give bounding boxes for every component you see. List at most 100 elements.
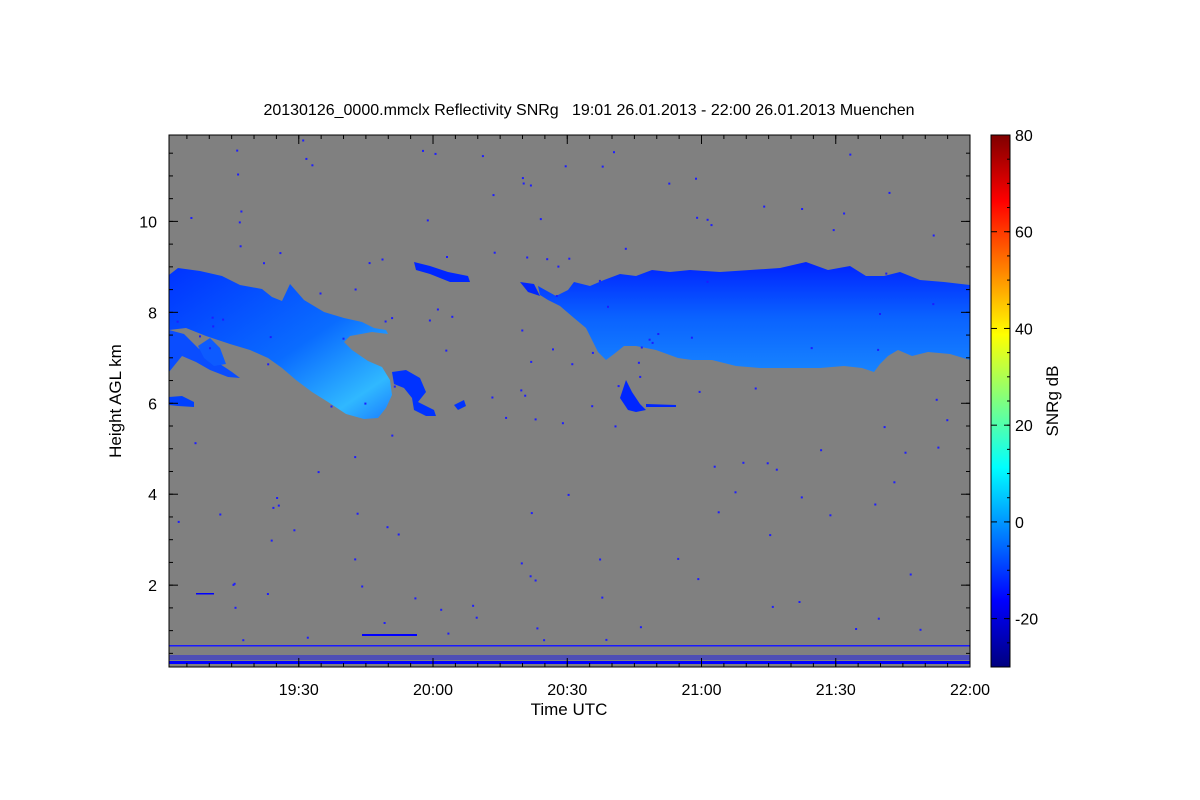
noise-dot (605, 638, 608, 641)
noise-dot (276, 497, 279, 499)
noise-dot (543, 639, 546, 642)
noise-dot (445, 349, 448, 352)
noise-dot (209, 347, 211, 350)
noise-dot (492, 194, 495, 197)
noise-dot (234, 606, 237, 609)
noise-dot (657, 333, 660, 335)
noise-dot (690, 336, 693, 339)
noise-dot (311, 164, 314, 167)
noise-dot (713, 465, 716, 468)
noise-dot (422, 149, 424, 152)
colorbar-tick-label: -20 (1015, 612, 1038, 629)
noise-dot (919, 628, 922, 631)
plot-frame (168, 134, 971, 668)
noise-dot (190, 217, 193, 219)
noise-dot (598, 279, 601, 282)
x-axis: 19:30 20:00 20:30 21:00 21:30 22:00 (186, 135, 990, 699)
plot-background (169, 135, 970, 667)
noise-dot (883, 426, 886, 429)
noise-dot (354, 288, 357, 291)
noise-dot (639, 626, 642, 629)
noise-dot (240, 210, 243, 213)
noise-dot (237, 173, 240, 176)
noise-dot (317, 471, 320, 474)
noise-dot (381, 258, 384, 261)
noise-dot (677, 557, 680, 560)
noise-dot (232, 583, 235, 586)
noise-dot (568, 257, 571, 260)
noise-dot (361, 585, 364, 588)
early-cloud-tail (392, 370, 436, 416)
noise-dot (266, 593, 269, 595)
noise-dot (561, 422, 564, 425)
noise-dot (526, 256, 529, 259)
y-tick-label: 2 (148, 578, 157, 595)
noise-dot (530, 360, 533, 363)
noise-dot (267, 363, 270, 366)
noise-dot (530, 512, 533, 515)
clutter-band (169, 655, 970, 660)
noise-dot (935, 398, 938, 401)
noise-dot (222, 318, 225, 321)
noise-dot (529, 575, 532, 578)
noise-dot (384, 320, 387, 323)
noise-dot (177, 520, 180, 523)
noise-dot (383, 622, 386, 624)
noise-dot (877, 617, 880, 620)
noise-dot (820, 449, 823, 452)
noise-dot (893, 481, 896, 484)
clutter-dash-b (362, 634, 417, 636)
cloud-fragment (620, 380, 646, 412)
noise-dot (763, 205, 766, 208)
noise-dot (194, 442, 197, 445)
noise-dot (212, 325, 215, 328)
colorbar-label: SNRg dB (1043, 366, 1062, 437)
noise-dot (801, 208, 804, 210)
y-tick-label: 4 (148, 487, 157, 504)
noise-dot (557, 265, 560, 268)
noise-dot (555, 295, 558, 297)
noise-dot (601, 596, 604, 599)
colorbar-tick-label: 20 (1015, 418, 1033, 435)
noise-dot (771, 605, 774, 608)
x-axis-label: Time UTC (531, 700, 608, 719)
noise-dot (521, 177, 524, 180)
noise-dot (279, 252, 282, 255)
noise-dot (695, 177, 697, 180)
noise-dot (493, 251, 496, 254)
noise-dot (829, 514, 832, 517)
noise-dot (599, 558, 602, 561)
y-tick-label: 8 (148, 305, 157, 322)
noise-dot (306, 636, 309, 639)
noise-dot (436, 308, 439, 311)
noise-dot (354, 558, 357, 561)
noise-dot (855, 628, 858, 630)
x-tick-label: 21:00 (681, 682, 721, 699)
noise-dot (614, 425, 617, 428)
noise-dot (238, 221, 241, 224)
noise-dot (269, 336, 272, 339)
noise-dot (932, 234, 935, 237)
noise-dot (742, 461, 745, 464)
y-tick-label: 10 (139, 214, 157, 231)
noise-dot (697, 578, 700, 581)
noise-dot (426, 219, 429, 222)
noise-dot (397, 533, 400, 536)
noise-dot (706, 280, 709, 283)
noise-dot (775, 468, 778, 471)
noise-dot (607, 305, 609, 308)
colorbar-tick-label: 80 (1015, 128, 1033, 145)
noise-dot (769, 534, 772, 537)
noise-dot (798, 601, 801, 603)
noise-dot (386, 526, 389, 529)
noise-dot (475, 616, 478, 619)
noise-dot (391, 317, 394, 320)
y-axis: 2 4 6 8 10 (139, 152, 970, 654)
noise-dot (552, 348, 554, 351)
noise-dot (305, 157, 308, 160)
colorbar-tick-label: 40 (1015, 321, 1033, 338)
noise-dot (233, 582, 236, 585)
colorbar-axis: -20 0 20 40 60 80 (991, 128, 1038, 668)
x-tick-label: 21:30 (816, 682, 856, 699)
noise-dot (356, 512, 359, 515)
